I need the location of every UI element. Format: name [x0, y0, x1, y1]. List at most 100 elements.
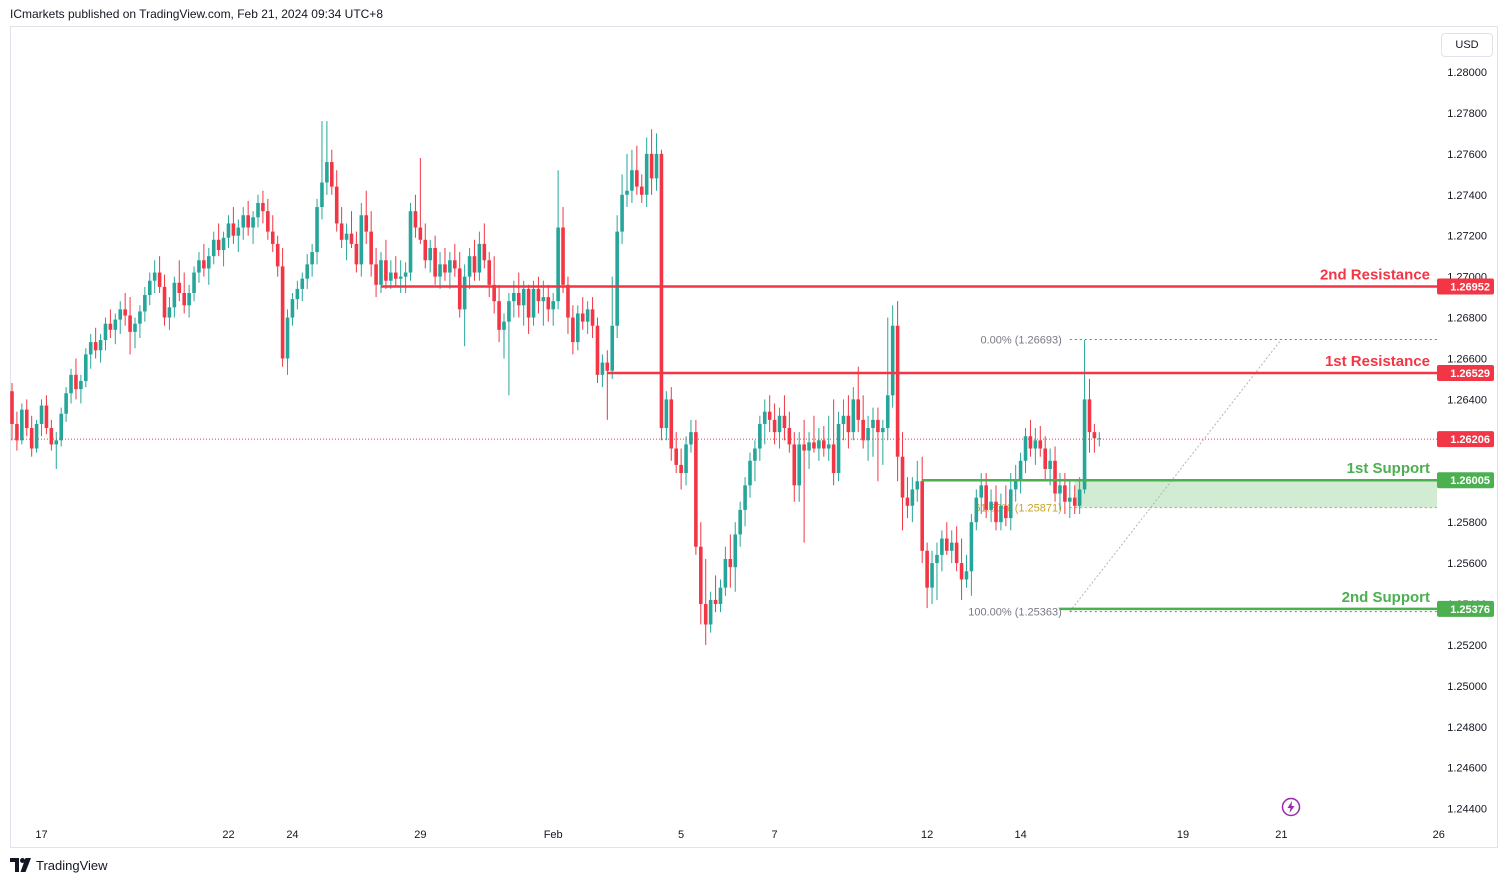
candle-body: [753, 448, 757, 461]
candle: [482, 223, 487, 269]
candle-body: [118, 309, 123, 320]
candle-body: [649, 153, 654, 179]
price-tick-label: 1.24600: [1447, 763, 1487, 775]
tradingview-brand[interactable]: TradingView: [10, 856, 108, 874]
candle: [325, 121, 329, 195]
candle-body: [54, 440, 59, 445]
candle-body: [88, 342, 93, 355]
price-tag: [1437, 278, 1494, 295]
candle: [84, 348, 88, 388]
candle: [1077, 477, 1082, 514]
candle-body: [954, 542, 959, 564]
candle-body: [708, 599, 713, 625]
candle-body: [113, 319, 118, 330]
candle-body: [477, 243, 482, 273]
candle: [812, 415, 816, 453]
publisher-line: ICmarkets published on TradingView.com, …: [10, 7, 383, 21]
candle: [851, 387, 856, 441]
candle: [743, 477, 747, 527]
candle-body: [384, 260, 388, 281]
price-tick-label: 1.26800: [1447, 313, 1487, 325]
candle: [359, 202, 364, 277]
candle: [1018, 452, 1023, 494]
candle: [492, 256, 496, 314]
candle-body: [236, 227, 241, 236]
candle: [1068, 481, 1072, 519]
candle-body: [679, 464, 683, 474]
fib-level-label: 0.00% (1.26693): [980, 334, 1061, 346]
fibonacci-layer: 0.00% (1.26693)61.80% (1.25871)100.00% (…: [968, 334, 1437, 619]
candle-body: [167, 307, 172, 318]
candle: [467, 247, 472, 289]
time-tick-label: 22: [222, 829, 234, 841]
support-zone: [1074, 480, 1437, 508]
candle: [639, 174, 644, 203]
lightning-icon[interactable]: [1281, 797, 1301, 817]
candle: [59, 407, 63, 447]
candle: [88, 333, 93, 369]
candle-body: [379, 260, 383, 285]
candle-body: [280, 266, 285, 359]
candle-body: [423, 239, 428, 261]
candle-body: [315, 207, 319, 253]
candle-body: [487, 260, 492, 285]
candle: [635, 145, 639, 195]
candle-body: [177, 282, 182, 293]
candle-body: [507, 301, 511, 322]
candle: [772, 403, 777, 445]
candle-body: [1033, 440, 1038, 449]
candle: [330, 149, 334, 195]
candle: [393, 256, 398, 287]
candle: [817, 428, 821, 461]
candle: [703, 559, 708, 645]
candle: [846, 395, 851, 449]
candle: [900, 432, 905, 531]
candle: [226, 215, 231, 248]
candle-body: [497, 301, 501, 330]
candle-body: [762, 411, 767, 424]
candle: [487, 252, 492, 298]
candle: [694, 419, 698, 555]
candle: [546, 284, 551, 322]
candle-body: [1077, 489, 1082, 506]
candle-body: [664, 399, 669, 429]
candle-body: [246, 215, 250, 228]
candles-layer: [10, 121, 1102, 645]
candle-body: [428, 247, 432, 261]
candle: [418, 157, 423, 244]
time-tick-label: Feb: [544, 829, 563, 841]
candle-body: [979, 485, 984, 498]
candle-body: [172, 282, 177, 308]
candle-body: [841, 415, 846, 424]
candle: [477, 231, 482, 281]
candle-body: [231, 223, 236, 236]
candle: [305, 254, 309, 289]
candle: [344, 223, 349, 261]
price-tag-label: 1.26529: [1450, 368, 1490, 380]
price-tick-label: 1.28000: [1447, 67, 1487, 79]
candle: [659, 149, 664, 441]
candle: [270, 215, 275, 253]
candle: [334, 170, 339, 232]
candle-body: [1038, 440, 1043, 449]
candle-body: [718, 587, 723, 605]
time-axis: 17 22 24 29 Feb 5 7 12 14 19 21 26: [35, 829, 1445, 841]
support-zone-layer: [1074, 480, 1437, 508]
candle-body: [10, 391, 14, 424]
candle: [44, 395, 49, 435]
candle: [192, 266, 196, 302]
candle: [423, 223, 428, 269]
candle: [256, 194, 260, 228]
candle: [836, 411, 841, 482]
candle-body: [1087, 399, 1092, 433]
candle: [871, 407, 875, 457]
candle-body: [605, 362, 610, 371]
candle: [221, 231, 226, 267]
currency-selector[interactable]: USD: [1441, 33, 1493, 57]
candle: [1043, 436, 1047, 482]
candle-body: [733, 534, 738, 568]
candle-body: [959, 563, 964, 580]
candle-body: [261, 202, 265, 212]
candle-body: [15, 423, 19, 441]
